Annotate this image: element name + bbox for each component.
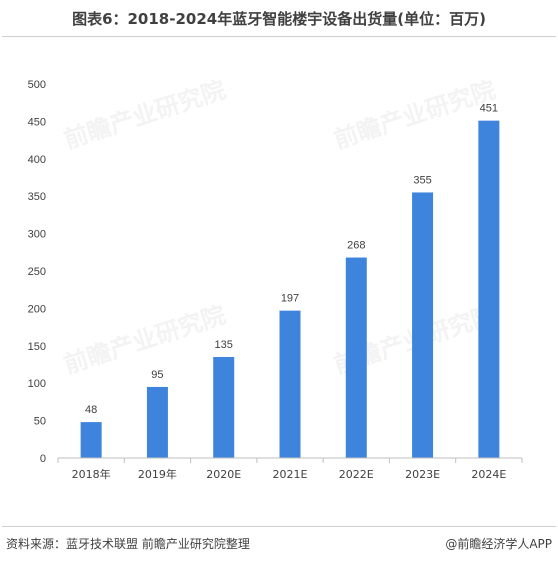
x-tick-label: 2023E [405, 468, 440, 481]
footer-divider [2, 526, 556, 527]
bars [80, 120, 500, 458]
brand-credit: @前瞻经济学人APP [445, 537, 552, 551]
chart-title: 图表6：2018-2024年蓝牙智能楼宇设备出货量(单位：百万) [72, 10, 486, 28]
y-tick-label: 200 [28, 303, 46, 315]
x-tick-label: 2022E [339, 468, 374, 481]
bar [478, 120, 500, 458]
bar [80, 422, 102, 458]
bar [345, 257, 367, 458]
y-tick-label: 250 [28, 266, 46, 278]
data-label: 355 [413, 174, 431, 186]
data-label: 268 [347, 240, 365, 252]
y-tick-label: 50 [34, 416, 46, 428]
title-divider [2, 36, 556, 37]
y-tick-label: 150 [28, 341, 46, 353]
data-label: 95 [151, 369, 163, 381]
data-labels: 48 95 135 197 268 355 451 [85, 103, 498, 416]
y-tick-label: 500 [28, 79, 46, 91]
source-note: 资料来源：蓝牙技术联盟 前瞻产业研究院整理 [6, 537, 250, 551]
bar [213, 357, 235, 458]
data-label: 197 [281, 293, 299, 305]
x-tick-label: 2018年 [72, 467, 111, 481]
y-tick-label: 400 [28, 154, 46, 166]
y-tick-label: 300 [28, 229, 46, 241]
bar-chart: 0 50 100 150 200 250 300 350 400 450 500 48 95 135 19… [28, 79, 523, 481]
x-tick-label: 2021E [273, 468, 308, 481]
x-tick-label: 2020E [206, 468, 241, 481]
data-label: 48 [85, 404, 97, 416]
x-axis: 2018年 2019年 2020E 2021E 2022E 2023E 2024E [57, 457, 523, 481]
bar [146, 386, 168, 458]
x-tick-label: 2024E [471, 468, 506, 481]
bar [279, 310, 301, 458]
bar [412, 192, 434, 458]
y-axis: 0 50 100 150 200 250 300 350 400 450 500 [28, 79, 46, 465]
y-tick-label: 0 [40, 453, 46, 465]
y-tick-label: 350 [28, 191, 46, 203]
y-tick-label: 450 [28, 116, 46, 128]
y-tick-label: 100 [28, 378, 46, 390]
x-tick-label: 2019年 [138, 467, 177, 481]
data-label: 135 [215, 339, 233, 351]
data-label: 451 [480, 103, 498, 115]
